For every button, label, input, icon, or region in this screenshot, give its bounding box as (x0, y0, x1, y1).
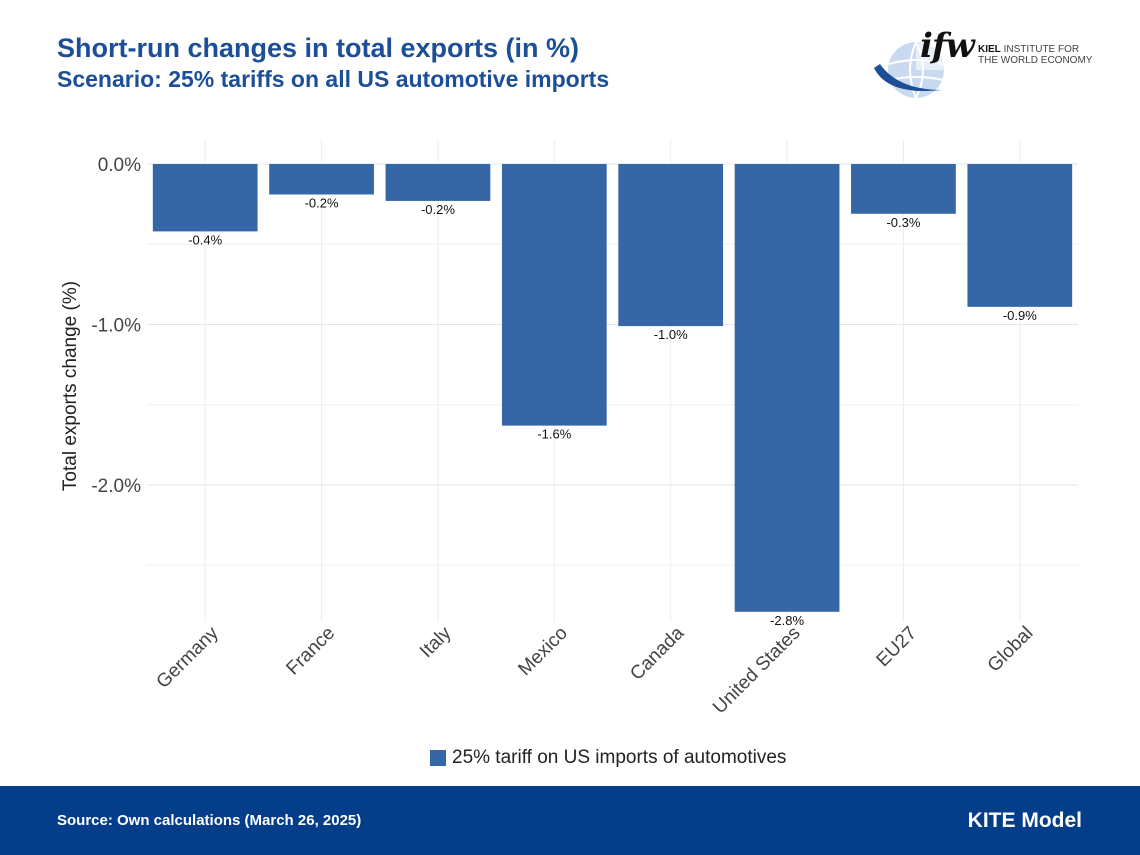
data-label: -2.8% (770, 613, 804, 628)
model-name: KITE Model (967, 809, 1082, 832)
bar (385, 164, 491, 201)
y-tick-label: -2.0% (91, 476, 141, 497)
bar (618, 164, 724, 327)
legend-swatch (430, 750, 446, 766)
chart-title: Short-run changes in total exports (in %… (57, 33, 580, 63)
data-label: -1.0% (654, 327, 688, 342)
logo-line-2: THE WORLD ECONOMY (978, 55, 1093, 66)
data-label: -0.2% (421, 202, 455, 217)
data-label: -0.4% (188, 232, 222, 247)
footer-bar: Source: Own calculations (March 26, 2025… (0, 786, 1140, 855)
bar-chart: 0.0%-1.0%-2.0% Total exports change (%) … (60, 140, 1078, 718)
globe-icon (874, 41, 945, 99)
logo-line-1-bold: KIEL (978, 44, 1001, 55)
bar (152, 164, 258, 232)
logo-line-1-rest: INSTITUTE FOR (1003, 44, 1080, 55)
legend: 25% tariff on US imports of automotives (430, 747, 786, 769)
bar (501, 164, 607, 426)
data-label: -0.9% (1003, 308, 1037, 323)
legend-label: 25% tariff on US imports of automotives (452, 747, 787, 768)
x-tick-label: Global (984, 623, 1038, 677)
y-axis-label: Total exports change (%) (60, 281, 81, 491)
bar (851, 164, 956, 214)
x-tick-label: Italy (416, 622, 456, 662)
kiel-institute-logo: ifw KIEL INSTITUTE FOR THE WORLD ECONOMY (868, 24, 1092, 106)
x-tick-label: EU27 (873, 623, 921, 671)
x-tick-label: Mexico (514, 623, 571, 680)
x-axis-ticks: Germany France Italy Mexico Canada United Sta… (153, 622, 1038, 718)
logo-wordmark: ifw (920, 26, 975, 66)
y-tick-label: 0.0% (98, 155, 141, 176)
data-label: -1.6% (537, 427, 571, 442)
data-label: -0.2% (305, 195, 339, 210)
bar (734, 164, 840, 612)
bars: -0.4% -0.2% -0.2% -1.6% -1.0% -2.8% -0.3% -0.9% (152, 164, 1073, 628)
y-axis-ticks: 0.0% -1.0% -2.0% (91, 155, 141, 497)
source-note: Source: Own calculations (March 26, 2025… (57, 812, 362, 829)
x-tick-label: Canada (626, 622, 688, 684)
data-label: -0.3% (886, 215, 920, 230)
bar (269, 164, 374, 195)
x-tick-label: France (282, 623, 339, 680)
x-tick-label: United States (709, 623, 805, 719)
logo-line-1: KIEL INSTITUTE FOR (978, 44, 1079, 55)
chart-subtitle: Scenario: 25% tariffs on all US automoti… (57, 66, 610, 92)
x-tick-label: Germany (153, 622, 223, 692)
y-tick-label: -1.0% (91, 316, 141, 337)
bar (967, 164, 1073, 307)
